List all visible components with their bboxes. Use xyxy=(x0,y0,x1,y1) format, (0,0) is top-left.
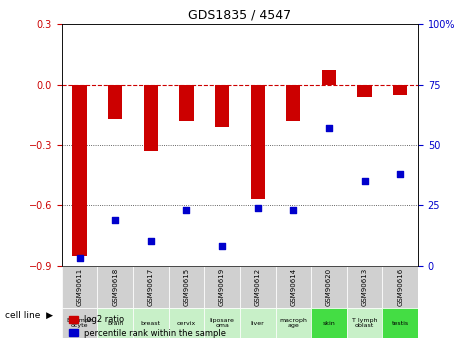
Text: breast: breast xyxy=(141,321,161,325)
Text: GSM90616: GSM90616 xyxy=(397,268,403,306)
Point xyxy=(325,125,332,131)
FancyBboxPatch shape xyxy=(97,266,133,308)
Bar xyxy=(215,85,229,127)
Bar xyxy=(180,85,194,121)
FancyBboxPatch shape xyxy=(347,308,382,338)
Point xyxy=(147,239,155,244)
FancyBboxPatch shape xyxy=(204,308,240,338)
Legend: log2 ratio, percentile rank within the sample: log2 ratio, percentile rank within the s… xyxy=(66,312,229,341)
Point xyxy=(289,207,297,213)
Bar xyxy=(143,85,158,151)
FancyBboxPatch shape xyxy=(97,308,133,338)
Point xyxy=(76,256,84,261)
Text: liposare
oma: liposare oma xyxy=(209,318,235,328)
Bar xyxy=(108,85,123,119)
Point xyxy=(396,171,404,177)
Text: GSM90617: GSM90617 xyxy=(148,268,154,306)
FancyBboxPatch shape xyxy=(276,266,311,308)
FancyBboxPatch shape xyxy=(382,308,418,338)
Text: GSM90618: GSM90618 xyxy=(112,268,118,306)
FancyBboxPatch shape xyxy=(240,266,276,308)
FancyBboxPatch shape xyxy=(240,308,276,338)
Text: brain: brain xyxy=(107,321,124,325)
Text: T lymph
oblast: T lymph oblast xyxy=(352,318,377,328)
Bar xyxy=(393,85,407,95)
Text: GSM90620: GSM90620 xyxy=(326,268,332,306)
Point xyxy=(182,207,190,213)
Text: GSM90613: GSM90613 xyxy=(361,268,368,306)
FancyBboxPatch shape xyxy=(62,308,97,338)
FancyBboxPatch shape xyxy=(62,266,97,308)
Bar xyxy=(322,70,336,85)
FancyBboxPatch shape xyxy=(169,266,204,308)
Point xyxy=(254,205,261,210)
Bar xyxy=(251,85,265,199)
Bar xyxy=(72,85,86,256)
FancyBboxPatch shape xyxy=(204,266,240,308)
FancyBboxPatch shape xyxy=(382,266,418,308)
Text: GSM90611: GSM90611 xyxy=(76,268,83,306)
Text: GSM90612: GSM90612 xyxy=(255,268,261,306)
Text: liver: liver xyxy=(251,321,265,325)
Text: GSM90614: GSM90614 xyxy=(290,268,296,306)
Text: macroph
age: macroph age xyxy=(279,318,307,328)
Text: GSM90615: GSM90615 xyxy=(183,268,190,306)
FancyBboxPatch shape xyxy=(311,308,347,338)
FancyBboxPatch shape xyxy=(133,266,169,308)
FancyBboxPatch shape xyxy=(169,308,204,338)
Text: GSM90619: GSM90619 xyxy=(219,268,225,306)
Text: B lymph
ocyte: B lymph ocyte xyxy=(66,318,93,328)
Bar xyxy=(286,85,300,121)
Bar xyxy=(357,85,371,97)
Text: cell line  ▶: cell line ▶ xyxy=(5,311,53,320)
Text: skin: skin xyxy=(323,321,335,325)
FancyBboxPatch shape xyxy=(311,266,347,308)
Title: GDS1835 / 4547: GDS1835 / 4547 xyxy=(188,9,292,22)
FancyBboxPatch shape xyxy=(276,308,311,338)
FancyBboxPatch shape xyxy=(347,266,382,308)
Point xyxy=(111,217,119,223)
FancyBboxPatch shape xyxy=(133,308,169,338)
Point xyxy=(218,244,226,249)
Text: testis: testis xyxy=(391,321,409,325)
Text: cervix: cervix xyxy=(177,321,196,325)
Point xyxy=(361,178,369,184)
